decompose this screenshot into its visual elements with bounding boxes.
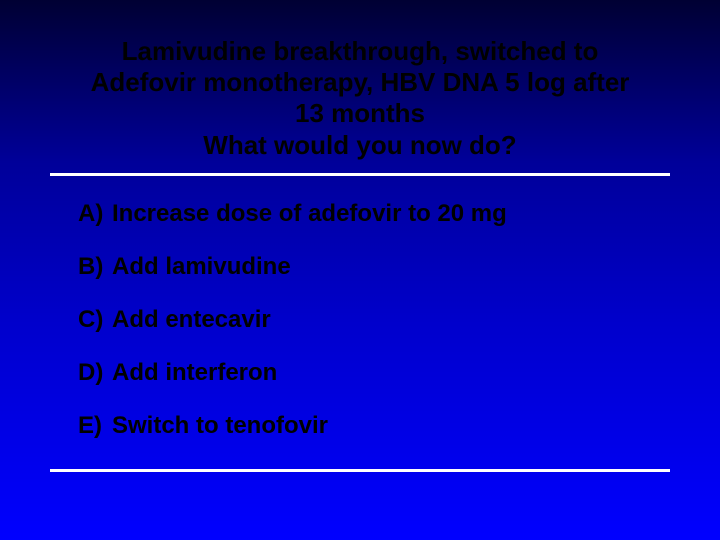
title-line-3: 13 months — [60, 98, 660, 129]
divider-top — [50, 173, 670, 176]
option-letter: B) — [78, 253, 112, 281]
option-letter: E) — [78, 412, 112, 440]
slide: Lamivudine breakthrough, switched to Ade… — [0, 0, 720, 540]
title-line-4: What would you now do? — [60, 130, 660, 161]
options-list: A) Increase dose of adefovir to 20 mg B)… — [78, 200, 660, 465]
option-d: D) Add interferon — [78, 359, 660, 387]
option-text: Switch to tenofovir — [112, 412, 660, 440]
option-text: Add interferon — [112, 359, 660, 387]
option-letter: A) — [78, 200, 112, 228]
option-text: Add entecavir — [112, 306, 660, 334]
slide-title: Lamivudine breakthrough, switched to Ade… — [60, 36, 660, 161]
option-a: A) Increase dose of adefovir to 20 mg — [78, 200, 660, 228]
option-letter: C) — [78, 306, 112, 334]
option-text: Add lamivudine — [112, 253, 660, 281]
option-text: Increase dose of adefovir to 20 mg — [112, 200, 660, 228]
option-b: B) Add lamivudine — [78, 253, 660, 281]
title-line-1: Lamivudine breakthrough, switched to — [60, 36, 660, 67]
option-c: C) Add entecavir — [78, 306, 660, 334]
title-line-2: Adefovir monotherapy, HBV DNA 5 log afte… — [60, 67, 660, 98]
divider-bottom — [50, 469, 670, 472]
option-e: E) Switch to tenofovir — [78, 412, 660, 440]
option-letter: D) — [78, 359, 112, 387]
